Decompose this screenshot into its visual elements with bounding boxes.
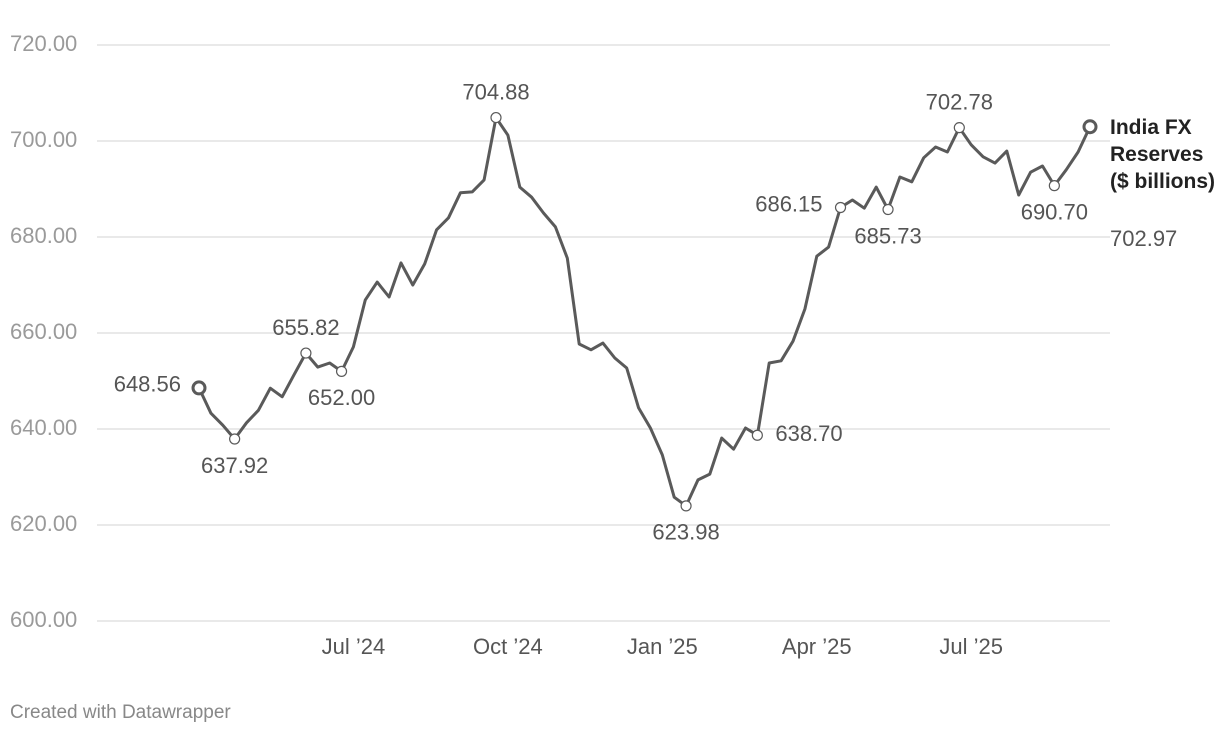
point-marker xyxy=(1082,119,1098,135)
x-tick-label: Oct ’24 xyxy=(473,634,543,659)
credit: Created with Datawrapper xyxy=(10,702,231,723)
y-tick-label: 680.00 xyxy=(10,223,77,248)
y-tick-label: 660.00 xyxy=(10,319,77,344)
point-marker xyxy=(335,365,348,377)
y-tick-label: 640.00 xyxy=(10,415,77,440)
value-label: 638.70 xyxy=(775,421,842,446)
value-label: 702.97 xyxy=(1110,226,1177,251)
value-label: 637.92 xyxy=(201,453,268,478)
y-tick-label: 600.00 xyxy=(10,607,77,632)
y-tick-label: 620.00 xyxy=(10,511,77,536)
value-label: 686.15 xyxy=(755,191,822,216)
value-label: 652.00 xyxy=(308,385,375,410)
x-tick-label: Apr ’25 xyxy=(782,634,852,659)
point-marker xyxy=(882,203,894,216)
point-marker xyxy=(680,500,692,512)
point-marker xyxy=(1048,180,1060,192)
value-label: 702.78 xyxy=(926,89,993,114)
point-marker xyxy=(191,380,207,396)
point-marker xyxy=(834,201,847,214)
value-label: 648.56 xyxy=(114,372,181,397)
value-label: 623.98 xyxy=(652,520,719,545)
series-label: India FX Reserves ($ billions) xyxy=(1110,116,1215,193)
line xyxy=(197,116,1092,508)
y-tick-label: 720.00 xyxy=(10,31,77,56)
point-marker xyxy=(300,347,312,359)
value-label: 704.88 xyxy=(462,79,529,104)
point-marker xyxy=(490,111,502,124)
x-tick-label: Jul ’24 xyxy=(322,634,386,659)
x-tick-label: Jul ’25 xyxy=(939,634,1003,659)
x-tick-label: Jan ’25 xyxy=(627,634,698,659)
point-marker xyxy=(751,429,763,441)
value-label: 655.82 xyxy=(272,315,339,340)
point-marker xyxy=(953,122,965,134)
y-tick-label: 700.00 xyxy=(10,127,77,152)
value-label: 685.73 xyxy=(854,223,921,248)
value-label: 690.70 xyxy=(1021,199,1088,224)
point-marker xyxy=(229,433,241,445)
